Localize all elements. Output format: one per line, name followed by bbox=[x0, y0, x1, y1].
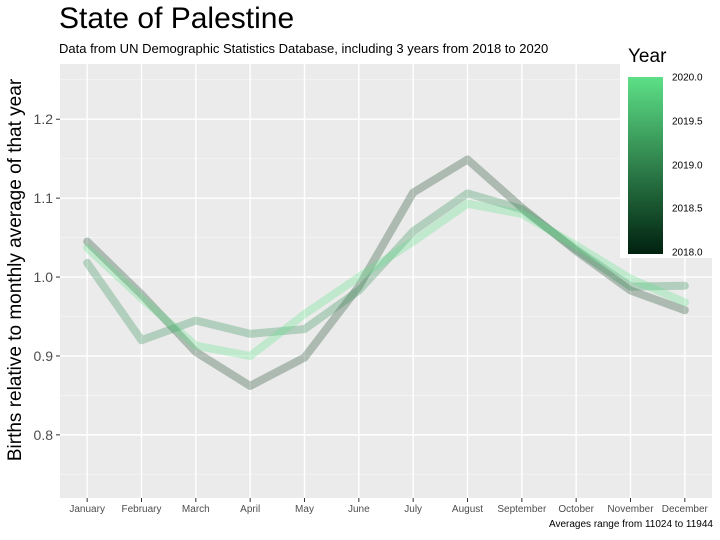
x-tick-label: October bbox=[558, 504, 594, 515]
x-tick-label: December bbox=[662, 504, 709, 515]
legend-tick-label: 2018.0 bbox=[672, 247, 703, 259]
x-tick-label: July bbox=[404, 504, 422, 515]
x-tick-label: August bbox=[452, 504, 483, 515]
plot-panel bbox=[60, 64, 712, 498]
y-tick-label: 1.1 bbox=[34, 190, 54, 206]
x-tick-label: September bbox=[497, 504, 547, 515]
series-line-2018 bbox=[83, 155, 689, 390]
x-tick-label: May bbox=[295, 504, 314, 515]
series-line-2020 bbox=[83, 199, 689, 360]
legend-color-bar bbox=[628, 77, 663, 254]
chart-title: State of Palestine bbox=[59, 2, 295, 35]
chart-subtitle: Data from UN Demographic Statistics Data… bbox=[59, 41, 549, 56]
legend-tick-label: 2019.5 bbox=[672, 116, 703, 128]
legend-tick-label: 2020.0 bbox=[672, 72, 703, 84]
legend: Year 2020.0 2019.5 2019.0 2018.5 2018.0 bbox=[620, 44, 716, 259]
chart-caption: Averages range from 11024 to 11944 bbox=[548, 519, 713, 530]
x-tick-label: February bbox=[121, 504, 161, 515]
x-tick-label: June bbox=[348, 504, 370, 515]
y-tick-label: 0.9 bbox=[34, 348, 54, 364]
y-tick-label: 0.8 bbox=[34, 427, 54, 443]
legend-title: Year bbox=[628, 46, 667, 67]
legend-tick-label: 2018.5 bbox=[672, 203, 703, 215]
legend-tick-label: 2019.0 bbox=[672, 160, 703, 171]
x-tick-label: November bbox=[607, 504, 654, 515]
x-tick-label: March bbox=[182, 504, 210, 515]
y-tick-label: 1.2 bbox=[34, 111, 54, 127]
x-tick-label: January bbox=[69, 504, 105, 515]
y-tick-label: 1.0 bbox=[34, 269, 54, 285]
series-line-2019 bbox=[83, 189, 689, 345]
x-tick-label: April bbox=[240, 504, 260, 515]
